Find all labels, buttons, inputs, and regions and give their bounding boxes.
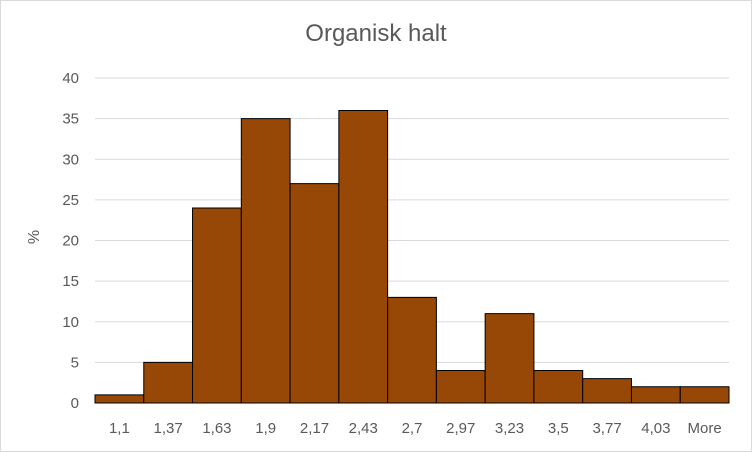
bar-9 — [533, 370, 584, 404]
chart-title: Organisk halt — [305, 20, 447, 47]
bars-layer — [94, 110, 730, 404]
y-tick-label: 25 — [62, 192, 79, 209]
bar-7 — [435, 370, 486, 404]
bar-6 — [387, 296, 437, 404]
x-tick-label: 2,7 — [402, 420, 423, 437]
bar-8 — [484, 313, 535, 404]
y-tick-label: 10 — [62, 314, 79, 331]
x-tick-label: 2,43 — [349, 420, 378, 437]
bar-12 — [679, 386, 730, 404]
y-tick-label: 15 — [62, 273, 79, 290]
bar-2 — [192, 207, 242, 404]
bar-11 — [630, 386, 681, 404]
bar-0 — [94, 394, 145, 404]
y-tick-label: 35 — [62, 111, 79, 128]
x-tick-label: More — [688, 420, 722, 437]
x-tick-label: 3,23 — [495, 420, 524, 437]
y-tick-label: 0 — [71, 395, 79, 412]
bar-5 — [338, 110, 389, 404]
y-ticks-layer: 0 5 10 15 20 25 30 35 40 — [62, 70, 79, 412]
x-tick-label: 1,37 — [154, 420, 183, 437]
x-tick-label: 1,9 — [255, 420, 276, 437]
x-tick-label: 1,63 — [202, 420, 231, 437]
x-ticks-layer: 1,1 1,37 1,63 1,9 2,17 2,43 2,7 2,97 3,23 3,5 3,77… — [109, 420, 722, 437]
x-tick-label: 4,03 — [641, 420, 670, 437]
bar-4 — [289, 183, 340, 404]
bar-1 — [143, 361, 194, 404]
y-tick-label: 30 — [62, 151, 79, 168]
x-tick-label: 2,97 — [446, 420, 475, 437]
x-tick-label: 3,77 — [592, 420, 621, 437]
x-tick-label: 1,1 — [109, 420, 130, 437]
bar-3 — [240, 118, 291, 404]
x-tick-label: 3,5 — [548, 420, 569, 437]
y-tick-label: 20 — [62, 233, 79, 250]
x-tick-label: 2,17 — [300, 420, 329, 437]
y-tick-label: 5 — [71, 354, 79, 371]
bar-10 — [582, 378, 632, 404]
y-tick-label: 40 — [62, 70, 79, 87]
